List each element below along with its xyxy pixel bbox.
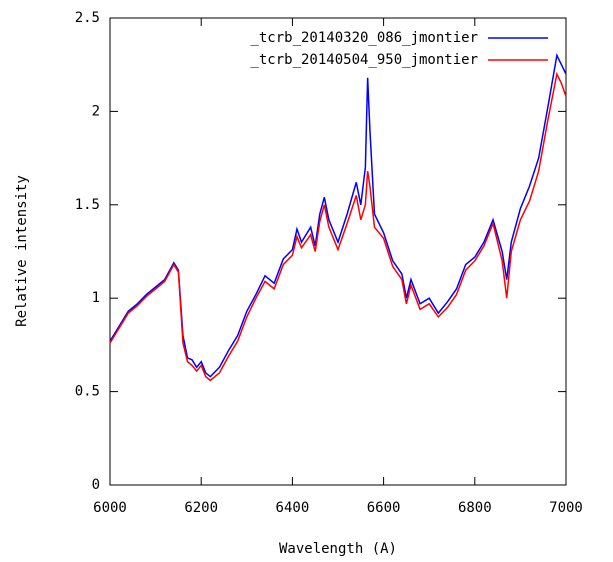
data-line	[109, 52, 567, 378]
plot-frame	[109, 17, 567, 486]
x-tick-label: 6200	[184, 500, 218, 516]
y-tick-label: 1.5	[75, 197, 100, 213]
y-tick-label: 0.5	[75, 384, 100, 400]
data-line	[109, 71, 567, 382]
y-tick-label: 0	[92, 477, 100, 493]
x-tick-label: 6000	[93, 500, 127, 516]
x-tick-label: 6800	[458, 500, 492, 516]
y-tick-label: 2.5	[75, 10, 100, 26]
y-axis-label: Relative intensity	[14, 175, 30, 327]
x-tick-label: 7000	[549, 500, 583, 516]
y-tick-label: 1	[92, 290, 100, 306]
y-tick-label: 2	[92, 103, 100, 119]
x-tick-label: 6600	[367, 500, 401, 516]
x-axis-label: Wavelength (A)	[279, 541, 397, 557]
legend-label: _tcrb_20140504_950_jmontier	[250, 52, 478, 68]
legend-label: _tcrb_20140320_086_jmontier	[250, 30, 478, 46]
x-tick-label: 6400	[276, 500, 310, 516]
